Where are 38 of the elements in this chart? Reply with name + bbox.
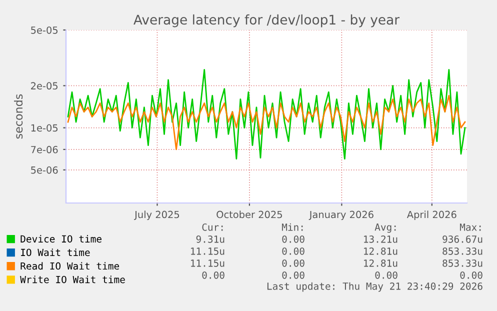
text: Max:	[460, 224, 481, 231]
legend-label: IO Wait time	[21, 248, 90, 256]
text: Min:	[282, 223, 303, 231]
y-tick-label: 7e-06	[31, 146, 58, 154]
text: 0.00	[282, 271, 304, 279]
text: 0.00	[282, 247, 304, 255]
y-tick-label: 5e-06	[31, 166, 58, 174]
text: Cur:	[202, 223, 223, 231]
text: 853.33u	[442, 259, 482, 267]
line-series	[67, 94, 466, 150]
chart-title: Average latency for /dev/loop1 - by year	[134, 14, 400, 28]
x-tick-label: July 2025	[134, 210, 180, 220]
x-tick-label: October 2025	[216, 210, 282, 218]
text: 12.81u	[364, 247, 398, 255]
y-tick-label: 1e-05	[31, 124, 58, 132]
text: 11.15u	[191, 248, 224, 255]
legend-label: Device IO time	[20, 235, 102, 243]
text: Avg:	[374, 224, 396, 233]
line-series	[67, 69, 466, 160]
text: 0.00	[202, 271, 224, 279]
text: 0.00	[282, 259, 304, 267]
text: 853.33u	[442, 247, 482, 255]
text: 0.00	[282, 235, 304, 243]
legend-label: Read IO Wait time	[20, 262, 120, 270]
text: 12.81u	[364, 259, 398, 267]
text: 0.00	[460, 271, 482, 279]
x-tick-label: April 2026	[406, 210, 456, 220]
y-tick-label: 2e-05	[31, 82, 58, 90]
text: Last update: Thu May 21 23:40:29 2026	[267, 282, 482, 292]
y-tick-label: 5e-05	[31, 26, 58, 34]
y-axis-title: seconds	[14, 94, 23, 139]
text: 11.15u	[191, 260, 224, 267]
legend-label: Write IO Wait time	[20, 276, 125, 284]
x-tick-label: January 2026	[308, 210, 374, 220]
text: 0.00	[375, 271, 398, 279]
text: 13.21u	[364, 235, 398, 243]
text: 9.31u	[196, 235, 224, 243]
text: 936.67u	[442, 235, 482, 243]
